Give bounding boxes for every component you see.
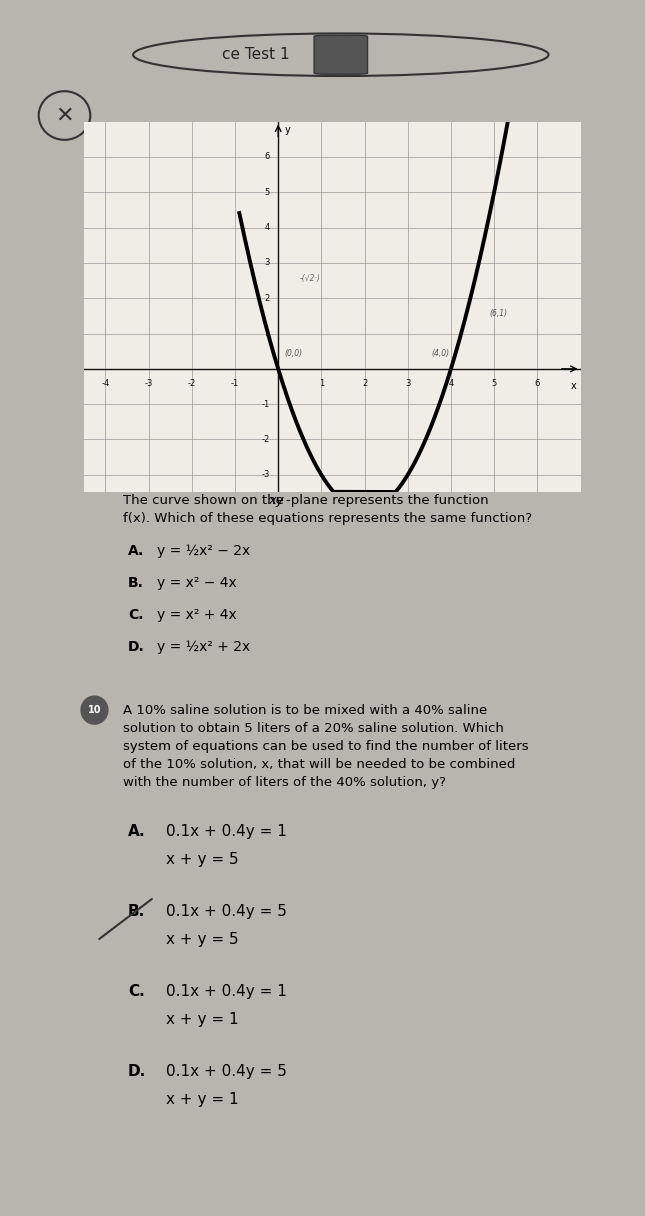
Text: (4,0): (4,0)	[432, 349, 450, 359]
Text: solution to obtain 5 liters of a 20% saline solution. Which: solution to obtain 5 liters of a 20% sal…	[123, 722, 504, 736]
Text: (0,0): (0,0)	[284, 349, 303, 359]
Text: ✕: ✕	[55, 106, 74, 125]
Text: system of equations can be used to find the number of liters: system of equations can be used to find …	[123, 741, 529, 753]
Text: 10: 10	[88, 705, 101, 715]
Text: x + y = 1: x + y = 1	[166, 1012, 239, 1028]
Text: 0.1x + 0.4y = 1: 0.1x + 0.4y = 1	[166, 984, 287, 1000]
Text: 4: 4	[448, 379, 453, 388]
Text: 0.1x + 0.4y = 5: 0.1x + 0.4y = 5	[166, 1064, 287, 1079]
Text: 5: 5	[491, 379, 497, 388]
Text: y = x² − 4x: y = x² − 4x	[157, 576, 237, 590]
Text: 6: 6	[535, 379, 540, 388]
Text: -1: -1	[231, 379, 239, 388]
Text: -plane represents the function: -plane represents the function	[286, 494, 488, 507]
Text: -3: -3	[261, 471, 270, 479]
Text: f(x). Which of these equations represents the same function?: f(x). Which of these equations represent…	[123, 512, 532, 525]
Text: xy: xy	[269, 494, 284, 507]
Text: x + y = 5: x + y = 5	[166, 931, 239, 947]
Text: -(√2·): -(√2·)	[300, 274, 321, 282]
Text: ce Test 1: ce Test 1	[222, 47, 290, 62]
Text: of the 10% solution, x, that will be needed to be combined: of the 10% solution, x, that will be nee…	[123, 758, 515, 771]
Text: x: x	[571, 382, 577, 392]
Text: C.: C.	[128, 984, 144, 1000]
Text: 1: 1	[264, 330, 270, 338]
Text: A.: A.	[128, 545, 144, 558]
Text: B.: B.	[128, 903, 145, 919]
FancyBboxPatch shape	[314, 35, 368, 74]
Text: D.: D.	[128, 640, 144, 654]
Text: 4: 4	[264, 223, 270, 232]
Circle shape	[81, 696, 108, 724]
Text: 0.1x + 0.4y = 5: 0.1x + 0.4y = 5	[166, 903, 287, 919]
Text: -3: -3	[144, 379, 153, 388]
Text: 2: 2	[264, 294, 270, 303]
Text: 3: 3	[264, 258, 270, 268]
Text: The curve shown on the: The curve shown on the	[123, 494, 288, 507]
Text: 0.1x + 0.4y = 1: 0.1x + 0.4y = 1	[166, 824, 287, 839]
Text: x + y = 1: x + y = 1	[166, 1092, 239, 1107]
Text: 5: 5	[264, 187, 270, 197]
Text: x + y = 5: x + y = 5	[166, 852, 239, 867]
Text: D.: D.	[128, 1064, 146, 1079]
Text: A.: A.	[128, 824, 146, 839]
Text: y = ½x² − 2x: y = ½x² − 2x	[157, 545, 250, 558]
Text: A 10% saline solution is to be mixed with a 40% saline: A 10% saline solution is to be mixed wit…	[123, 704, 488, 717]
Text: 6: 6	[264, 152, 270, 162]
Text: -2: -2	[261, 435, 270, 444]
Text: -2: -2	[188, 379, 196, 388]
Text: y: y	[284, 125, 290, 135]
Text: y = ½x² + 2x: y = ½x² + 2x	[157, 640, 250, 654]
Text: y = x² + 4x: y = x² + 4x	[157, 608, 237, 623]
Text: C.: C.	[128, 608, 143, 623]
Text: with the number of liters of the 40% solution, y?: with the number of liters of the 40% sol…	[123, 776, 446, 789]
Text: -4: -4	[101, 379, 110, 388]
Text: (6,1): (6,1)	[490, 309, 508, 317]
Text: 1: 1	[319, 379, 324, 388]
Text: B.: B.	[128, 576, 144, 590]
Text: 2: 2	[362, 379, 367, 388]
Text: -1: -1	[261, 400, 270, 409]
Text: 3: 3	[405, 379, 410, 388]
